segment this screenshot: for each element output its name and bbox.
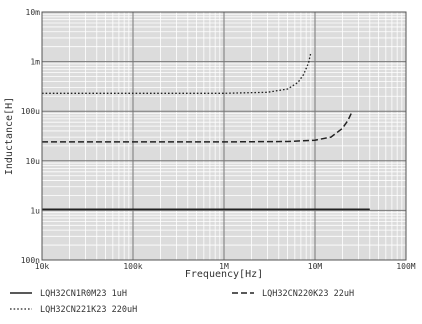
y-tick-label: 100n	[21, 256, 40, 265]
series-line-3	[42, 52, 312, 94]
x-axis-label: Frequency[Hz]	[185, 269, 263, 280]
legend-label-1: LQH32CN1R0M23 1uH	[40, 289, 127, 299]
legend: LQH32CN1R0M23 1uH LQH32CN220K23 22uH LQH32…	[10, 289, 354, 315]
x-tick-label: 1M	[219, 262, 229, 271]
x-tick-label: 100k	[123, 262, 142, 271]
y-tick-label: 10u	[26, 157, 41, 166]
x-tick-labels: 10k 100k 1M 10M 100M	[35, 262, 416, 271]
x-tick-label: 100M	[396, 262, 415, 271]
y-tick-labels: 100n 1u 10u 100u 1m 10m	[21, 8, 40, 265]
y-tick-label: 10m	[26, 8, 41, 17]
series-layer	[42, 52, 370, 211]
series-line-2	[42, 113, 352, 143]
y-axis-label: Inductance[H]	[4, 97, 15, 175]
legend-label-3: LQH32CN221K23 220uH	[40, 305, 137, 315]
y-tick-label: 100u	[21, 107, 40, 116]
y-tick-label: 1m	[30, 58, 40, 67]
plot-frame	[41, 11, 407, 261]
x-tick-label: 10M	[308, 262, 323, 271]
legend-label-2: LQH32CN220K23 22uH	[262, 289, 354, 299]
y-tick-label: 1u	[30, 206, 40, 215]
x-tick-label: 10k	[35, 262, 50, 271]
